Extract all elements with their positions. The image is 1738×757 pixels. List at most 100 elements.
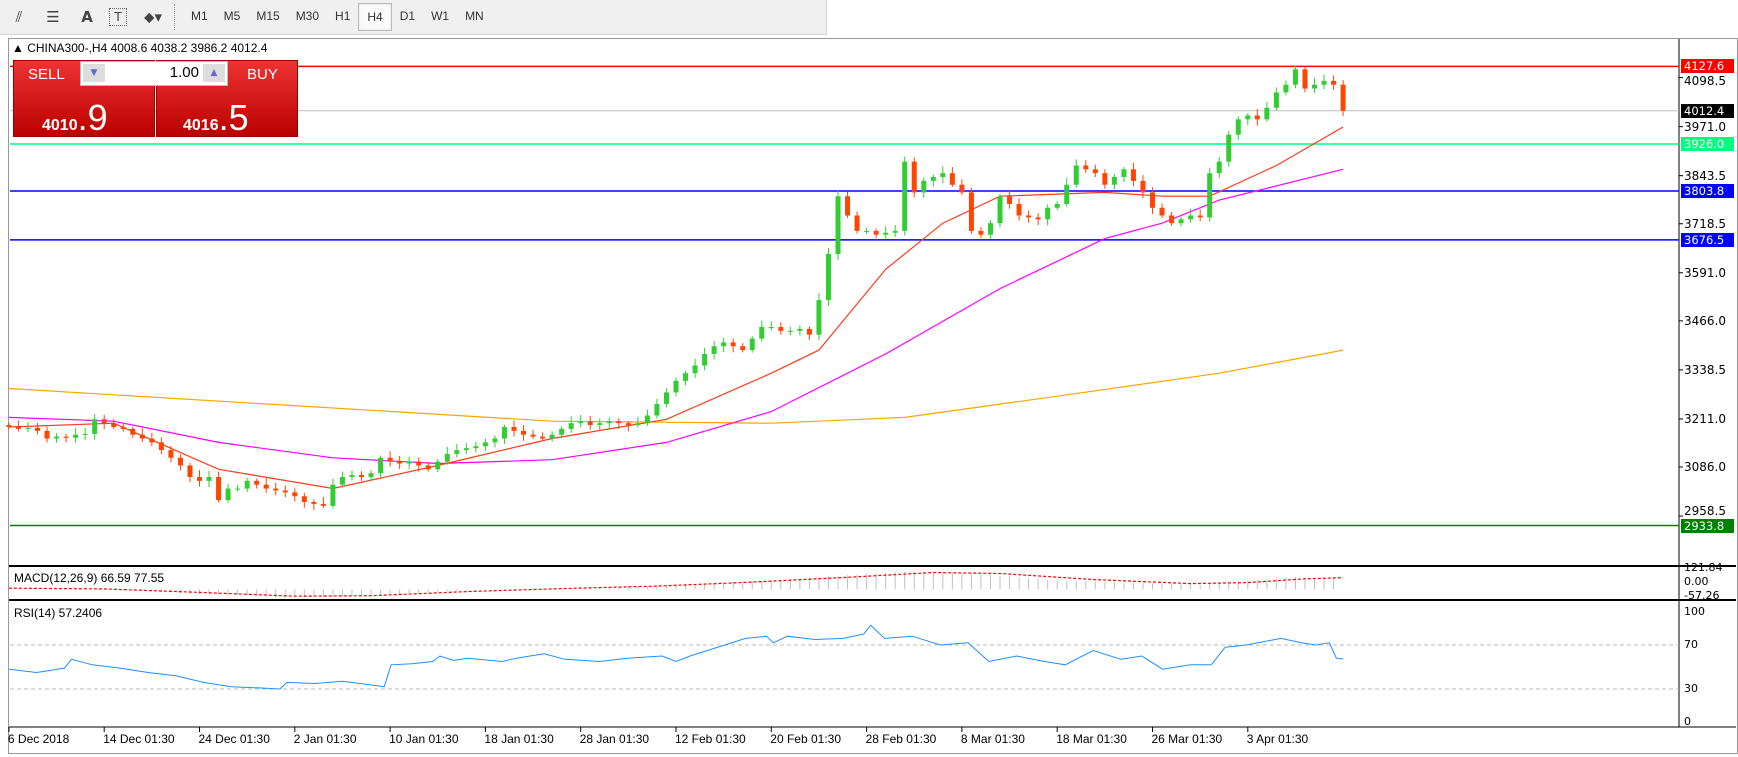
ma-fast-line	[8, 126, 1344, 490]
candle-body	[978, 230, 984, 235]
candle-body	[625, 423, 631, 426]
candle-body	[73, 434, 79, 438]
candle-body	[1321, 80, 1327, 85]
candle-body	[25, 427, 31, 429]
buy-price-main: 4016	[183, 117, 219, 134]
price-tick-label: 3211.0	[1684, 411, 1726, 426]
candle-body	[177, 457, 183, 466]
timeframe-w1[interactable]: W1	[431, 9, 450, 23]
timeframe-m1[interactable]: M1	[191, 9, 208, 23]
candle-body	[587, 421, 593, 426]
candle-body	[1312, 84, 1318, 89]
time-label: 14 Dec 01:30	[103, 732, 175, 746]
candle-body	[873, 230, 879, 235]
candle-body	[1007, 196, 1013, 204]
lot-stepper[interactable]: ▼ 1.00 ▲	[80, 61, 228, 86]
text-icon[interactable]: A	[81, 8, 93, 26]
candle-body	[254, 480, 260, 485]
candle-body	[1064, 184, 1070, 204]
timeframe-d1[interactable]: D1	[399, 9, 416, 23]
candle-body	[1216, 161, 1222, 174]
candle-body	[368, 473, 374, 478]
candle-body	[1292, 69, 1298, 85]
candle-body	[416, 461, 422, 466]
candle-body	[339, 477, 345, 485]
timeframe-h1[interactable]: H1	[335, 9, 351, 23]
timeframe-m15[interactable]: M15	[256, 9, 280, 23]
time-label: 10 Jan 01:30	[389, 732, 459, 746]
time-label: 28 Feb 01:30	[865, 732, 937, 746]
buy-price-pips: .5	[218, 97, 249, 138]
candle-body	[349, 475, 355, 478]
fibonacci-icon[interactable]: ☰	[46, 8, 60, 26]
candle-body	[263, 484, 269, 489]
candle-body	[806, 328, 812, 335]
candle-body	[759, 327, 765, 339]
candle-body	[997, 196, 1003, 224]
candle-body	[1283, 84, 1289, 93]
candle-body	[1254, 115, 1260, 120]
text-label-icon[interactable]: T	[109, 8, 127, 26]
candle-body	[578, 421, 584, 424]
candle-body	[1073, 165, 1079, 185]
candle-body	[387, 457, 393, 462]
candle-body	[1331, 80, 1337, 85]
candle-body	[559, 428, 565, 435]
candle-body	[1016, 203, 1022, 216]
candle-body	[1273, 92, 1279, 108]
arrows-icon[interactable]: ⬥▾	[143, 8, 163, 26]
candle-body	[1188, 215, 1194, 220]
timeframe-m30[interactable]: M30	[295, 9, 320, 23]
macd-tick-label: 0.00	[1684, 575, 1709, 588]
candle-body	[473, 446, 479, 449]
price-tick-label: 3338.5	[1684, 362, 1726, 377]
price-tick-label: 2958.5	[1684, 503, 1726, 518]
collapse-triangle-icon[interactable]: ▲	[12, 41, 28, 55]
lot-decrease-button[interactable]: ▼	[83, 64, 105, 82]
candle-body	[663, 392, 669, 404]
chart-title-text: CHINA300-,H4 4008.6 4038.2 3986.2 4012.4	[27, 41, 268, 55]
sell-button[interactable]: SELL	[28, 66, 65, 83]
candle-body	[654, 403, 660, 416]
lot-increase-button[interactable]: ▲	[203, 64, 225, 82]
price-tag: 2933.8	[1681, 518, 1734, 533]
sell-price-main: 4010	[42, 117, 78, 134]
sell-price-pips: .9	[77, 97, 108, 138]
price-tick-label: 3843.5	[1684, 168, 1726, 183]
time-label: 2 Jan 01:30	[293, 732, 357, 746]
candle-body	[1054, 203, 1060, 208]
candle-body	[644, 415, 650, 424]
timeframe-h4[interactable]: H4	[358, 3, 392, 31]
candle-body	[454, 450, 460, 454]
candle-body	[835, 196, 841, 254]
candle-body	[120, 427, 126, 429]
timeframe-mn[interactable]: MN	[465, 9, 484, 23]
time-label: 8 Mar 01:30	[960, 732, 1025, 746]
candle-body	[778, 327, 784, 331]
candle-body	[825, 253, 831, 301]
ma-mid-line	[8, 168, 1344, 465]
buy-button[interactable]: BUY	[247, 66, 278, 83]
candle-body	[940, 173, 946, 178]
candle-body	[959, 184, 965, 193]
candle-body	[273, 488, 279, 491]
candle-body	[359, 475, 365, 478]
candle-body	[139, 434, 145, 439]
candle-body	[1092, 169, 1098, 174]
timeframe-m5[interactable]: M5	[223, 9, 241, 23]
candle-body	[492, 438, 498, 443]
macd-tick-label: -57.26	[1684, 589, 1720, 602]
candle-body	[1111, 177, 1117, 185]
candle-body	[845, 196, 851, 216]
lot-input[interactable]: 1.00	[169, 64, 199, 81]
time-label: 3 Apr 01:30	[1246, 732, 1309, 746]
macd-tick-label: 121.84	[1684, 561, 1723, 574]
elliott-wave-icon[interactable]: ⫽	[15, 8, 23, 26]
candle-body	[1302, 69, 1308, 89]
candle-body	[1140, 180, 1146, 193]
macd-label: MACD(12,26,9) 66.59 77.55	[14, 571, 165, 585]
candle-body	[292, 492, 298, 497]
candle-body	[702, 353, 708, 366]
candle-body	[616, 421, 622, 424]
